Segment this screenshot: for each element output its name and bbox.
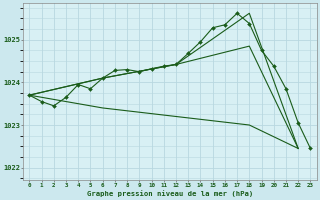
X-axis label: Graphe pression niveau de la mer (hPa): Graphe pression niveau de la mer (hPa): [87, 190, 253, 197]
